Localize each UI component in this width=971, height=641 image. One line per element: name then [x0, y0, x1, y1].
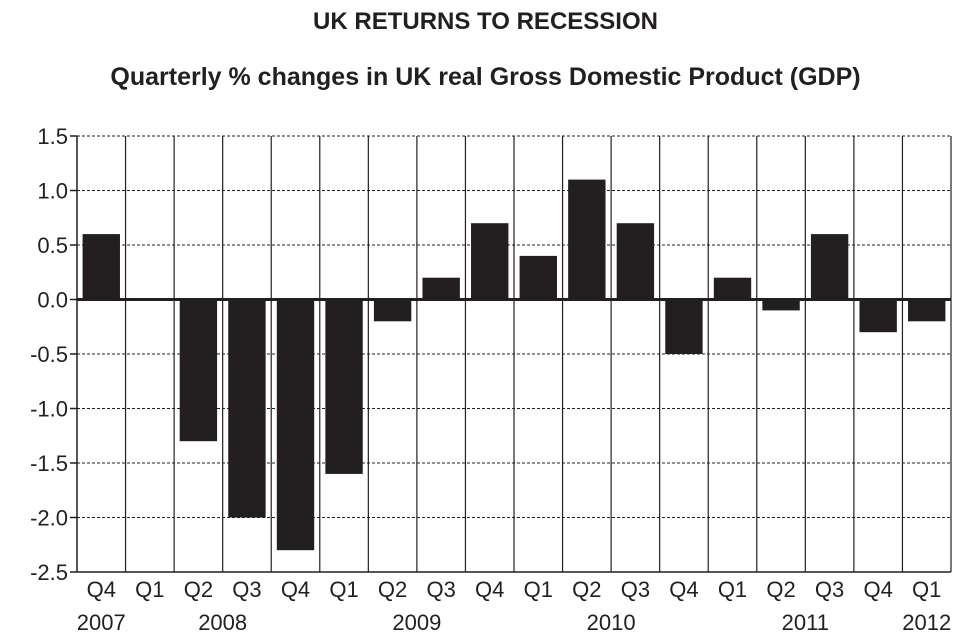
year-label: 2010: [587, 610, 636, 635]
year-label: 2007: [77, 610, 126, 635]
y-tick-label: -1.5: [30, 451, 68, 476]
chart-subtitle: Quarterly % changes in UK real Gross Dom…: [110, 63, 861, 91]
bar: [908, 299, 946, 322]
bar: [471, 223, 509, 300]
quarter-dividers: [124, 136, 904, 572]
x-tick-label: Q4: [87, 577, 116, 602]
year-label: 2008: [198, 610, 247, 635]
tick-labels: 1.5 1.0 0.5 0.0 -0.5 -1.0 -1.5 -2.0 -2.5 Q4 Q1 Q2 Q3…: [30, 124, 951, 635]
x-tick-label: Q1: [912, 577, 941, 602]
y-tick-label: -2.0: [30, 506, 68, 531]
x-tick-label: Q3: [621, 577, 650, 602]
bar: [810, 234, 849, 300]
x-tick-label: Q2: [572, 577, 601, 602]
x-tick-label: Q4: [475, 577, 504, 602]
x-tick-label: Q4: [281, 577, 310, 602]
x-tick-label: Q1: [524, 577, 553, 602]
bar: [82, 234, 120, 300]
x-tick-label: Q3: [232, 577, 261, 602]
x-tick-label: Q3: [815, 577, 844, 602]
y-tick-label: 1.0: [37, 179, 68, 204]
x-tick-label: Q2: [184, 577, 213, 602]
bar: [228, 299, 266, 518]
bar: [519, 255, 557, 300]
bar: [179, 299, 218, 442]
bar: [373, 299, 412, 322]
bar: [422, 277, 460, 300]
y-tick-label: 0.5: [37, 233, 68, 258]
year-label: 2011: [782, 610, 829, 635]
y-tick-label: -1.0: [30, 397, 68, 422]
bar: [762, 299, 800, 311]
bar: [276, 299, 315, 551]
x-tick-label: Q1: [329, 577, 358, 602]
bar: [325, 299, 363, 474]
x-tick-label: Q1: [135, 577, 164, 602]
x-tick-label: Q3: [426, 577, 455, 602]
x-tick-label: Q1: [718, 577, 747, 602]
year-label: 2012: [902, 610, 951, 635]
x-tick-label: Q2: [766, 577, 795, 602]
x-tick-label: Q2: [378, 577, 407, 602]
axes: [70, 135, 952, 573]
y-tick-label: 0.0: [37, 288, 68, 313]
y-tick-label: 1.5: [37, 124, 68, 149]
y-tick-label: -2.5: [30, 560, 68, 585]
bar: [616, 223, 655, 300]
year-label: 2009: [392, 610, 441, 635]
bars: [82, 179, 946, 551]
bar: [859, 299, 897, 333]
bar: [665, 299, 703, 354]
x-tick-label: Q4: [863, 577, 892, 602]
x-tick-label: Q4: [669, 577, 698, 602]
bar: [713, 277, 752, 300]
y-tick-label: -0.5: [30, 342, 68, 367]
bar: [568, 179, 606, 300]
chart-title: UK RETURNS TO RECESSION: [313, 8, 658, 35]
